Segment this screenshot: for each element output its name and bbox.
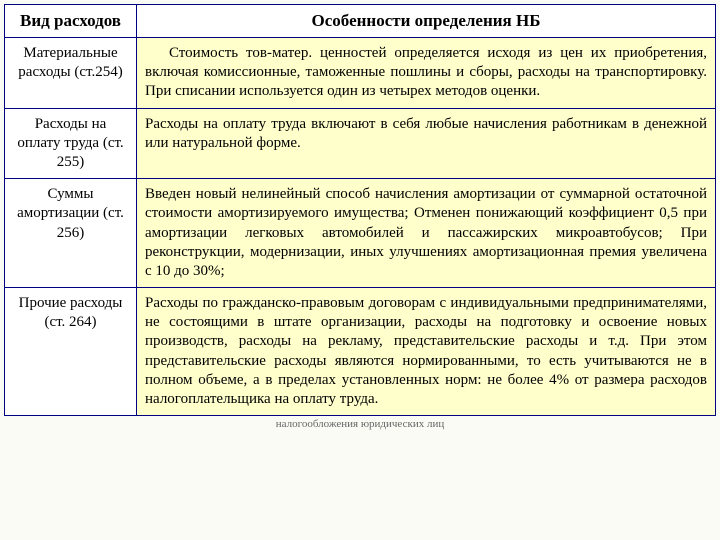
header-col2: Особенности определения НБ bbox=[137, 5, 716, 38]
row-description: Введен новый нелинейный способ начислени… bbox=[137, 179, 716, 288]
table-header-row: Вид расходов Особенности определения НБ bbox=[5, 5, 716, 38]
expense-table: Вид расходов Особенности определения НБ … bbox=[4, 4, 716, 416]
row-category: Расходы на оплату труда (ст. 255) bbox=[5, 108, 137, 179]
page: Вид расходов Особенности определения НБ … bbox=[0, 0, 720, 540]
table-row: Материальные расходы (ст.254) Стоимость … bbox=[5, 38, 716, 109]
row-category: Материальные расходы (ст.254) bbox=[5, 38, 137, 109]
header-col1: Вид расходов bbox=[5, 5, 137, 38]
row-description: Стоимость тов-матер. ценностей определяе… bbox=[137, 38, 716, 109]
row-description: Расходы на оплату труда включают в себя … bbox=[137, 108, 716, 179]
table-row: Расходы на оплату труда (ст. 255) Расход… bbox=[5, 108, 716, 179]
footer-text: налогообложения юридических лиц bbox=[4, 418, 716, 430]
table-row: Прочие расходы (ст. 264) Расходы по граж… bbox=[5, 288, 716, 416]
row-description: Расходы по гражданско-правовым договорам… bbox=[137, 288, 716, 416]
row-category: Прочие расходы (ст. 264) bbox=[5, 288, 137, 416]
table-row: Суммы амортизации (ст. 256) Введен новый… bbox=[5, 179, 716, 288]
row-category: Суммы амортизации (ст. 256) bbox=[5, 179, 137, 288]
